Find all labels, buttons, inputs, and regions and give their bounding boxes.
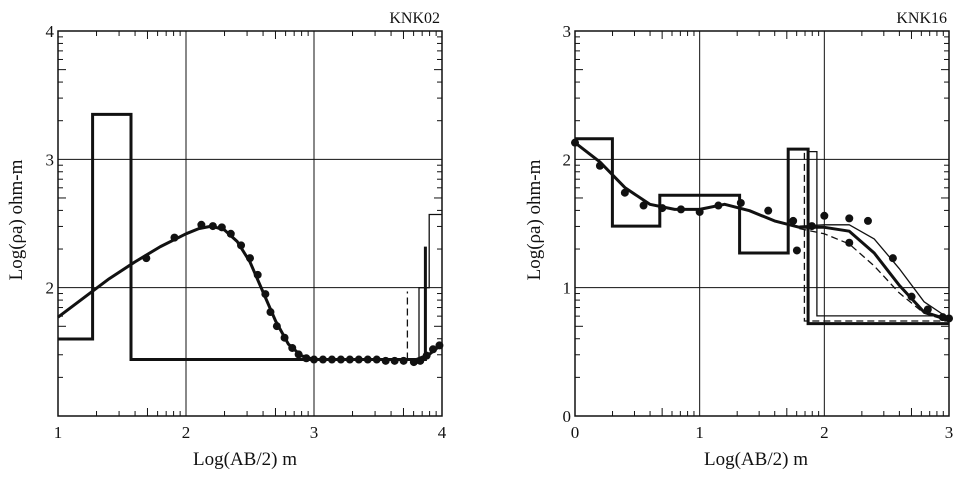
data-point xyxy=(888,254,897,263)
fitted-curve xyxy=(574,141,950,322)
y-tick-label: 1 xyxy=(563,279,572,298)
data-point xyxy=(764,206,773,215)
alternate-layer-step xyxy=(808,150,949,317)
data-point xyxy=(792,246,801,255)
x-axis-label: Log(AB/2) m xyxy=(704,449,808,470)
y-axis-label: Log(ρa) ohm-m xyxy=(524,159,545,280)
data-point xyxy=(789,216,798,225)
plot-frame xyxy=(574,30,950,417)
panel-title: KNK02 xyxy=(389,10,440,27)
x-axis-label: Log(AB/2) m xyxy=(193,449,297,470)
x-tick-label: 3 xyxy=(945,423,954,442)
panel-knk02: 1 2 3 4 2 3 4 KNK02 Log(AB/2) m Log(ρa) ohm-m xyxy=(6,10,447,470)
data-point xyxy=(845,214,854,223)
data-point xyxy=(639,201,648,210)
data-point xyxy=(820,211,829,220)
alternate-curve xyxy=(799,224,950,320)
x-tick-label: 1 xyxy=(695,423,704,442)
y-tick-label: 3 xyxy=(563,22,572,41)
x-tick-label: 2 xyxy=(182,423,191,442)
y-tick-label: 0 xyxy=(563,407,572,426)
panel-title: KNK16 xyxy=(896,10,947,27)
data-point xyxy=(845,238,854,247)
y-tick-label: 4 xyxy=(46,22,55,41)
dashed-curve xyxy=(799,227,950,322)
layer-model-step xyxy=(58,112,427,361)
y-axis-label: Log(ρa) ohm-m xyxy=(6,159,27,280)
panel-knk16: 0 1 2 3 0 1 2 3 KNK16 Log(AB/2) m Log(ρa) ohm-m xyxy=(524,10,953,470)
plot-frame xyxy=(57,30,443,417)
data-point xyxy=(863,216,872,225)
y-tick-label: 3 xyxy=(46,150,55,169)
x-tick-label: 3 xyxy=(310,423,319,442)
x-tick-label: 0 xyxy=(571,423,580,442)
x-tick-label: 4 xyxy=(438,423,447,442)
y-tick-label: 2 xyxy=(563,150,572,169)
x-tick-label: 2 xyxy=(820,423,829,442)
fitted-curve xyxy=(57,224,443,361)
layer-model-step xyxy=(575,137,949,326)
x-tick-label: 1 xyxy=(54,423,63,442)
y-tick-label: 2 xyxy=(46,279,55,298)
alternate-layer-step xyxy=(418,213,442,360)
dashed-layer-step xyxy=(803,152,949,322)
